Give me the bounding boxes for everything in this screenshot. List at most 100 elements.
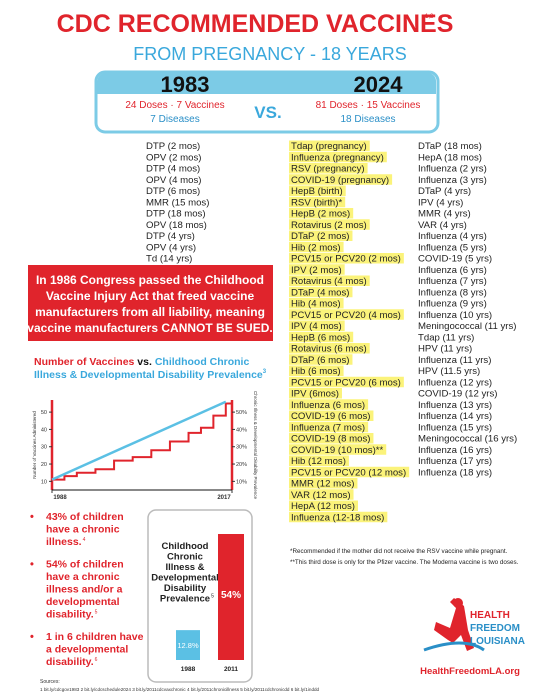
list-item: Influenza (10 yrs): [418, 310, 492, 321]
title: CDC RECOMMENDED VACCINES: [57, 10, 454, 38]
bar-category: 2011: [224, 666, 238, 673]
bar-title-line: Developmental: [151, 573, 219, 584]
list-item: IPV (4 yrs): [418, 197, 463, 208]
title-part: Number of Vaccines: [34, 356, 135, 368]
highlight: [289, 219, 370, 230]
highlight: [289, 196, 346, 208]
highlight: [289, 455, 349, 466]
bullet-line: developmental: [46, 596, 120, 608]
list-item: Rotavirus (6 mos): [291, 344, 367, 355]
list-item: IPV (6mos): [291, 389, 339, 400]
highlight: [289, 163, 368, 174]
list-item: Hib (2 mos): [291, 242, 341, 253]
list-item: Influenza (13 yrs): [418, 400, 492, 411]
list-item: COVID-19 (6 mos): [291, 411, 370, 422]
list-item: HepB (birth): [291, 186, 343, 197]
list-item: PCV15 or PCV20 (6 mos): [291, 377, 401, 388]
list-item: Influenza (9 yrs): [418, 299, 487, 310]
list-item: MMR (4 yrs): [418, 209, 471, 220]
list-item: OPV (2 mos): [146, 152, 201, 163]
sources-label: Sources:: [40, 679, 60, 685]
notice-line: In 1986 Congress passed the Childhood: [36, 273, 264, 287]
list-item: Influenza (8 yrs): [418, 287, 487, 298]
highlight: [289, 421, 369, 433]
right-diseases: 18 Diseases: [340, 114, 395, 125]
highlight: [289, 309, 404, 320]
highlight: [289, 185, 346, 196]
list-item: HPV (11.5 yrs): [418, 366, 480, 377]
bar-title-line: Illness &: [165, 562, 204, 573]
y2-tick-label: 30%: [236, 445, 247, 451]
bar-title-line: Prevalence: [160, 594, 210, 605]
list-item: DTaP (6 mos): [291, 355, 349, 366]
vaccine-lists: DTP (2 mos)OPV (2 mos)DTP (4 mos)OPV (4 …: [146, 140, 517, 523]
list-item: Tdap (11 yrs): [418, 332, 474, 343]
mini-chart-title: Number of Vaccines vs. Childhood Chronic: [34, 356, 249, 368]
list-item: PCV15 or PCV20 (2 mos): [291, 254, 401, 265]
highlight: [289, 253, 404, 264]
list-item: HepA (18 mos): [418, 152, 482, 163]
bullet-line: 54% of children: [46, 559, 124, 571]
list-item: Influenza (17 yrs): [418, 456, 492, 467]
bullet-line: have a chronic: [46, 524, 120, 536]
highlight: [289, 500, 358, 511]
bar: [218, 534, 244, 660]
bullet-dot: •: [30, 559, 34, 571]
bullet-line: 43% of children: [46, 511, 124, 523]
list-item: DTP (2 mos): [146, 141, 200, 152]
list-item: RSV (pregnancy): [291, 164, 365, 175]
list-item: DTaP (4 mos): [291, 287, 349, 298]
y-tick-label: 30: [41, 445, 47, 451]
bar-title-note: 5: [211, 594, 214, 600]
title-part: Childhood Chronic: [155, 356, 250, 368]
list-item: Influenza (6 mos): [291, 400, 365, 411]
list-item: Td (14 yrs): [146, 254, 192, 265]
highlight: [289, 433, 374, 444]
mini-chart: 10 20 30 40 50 10% 20% 30% 40% 50% 1988 2017 Number …: [32, 391, 258, 501]
bullet-line: illness and/or a: [46, 584, 123, 596]
list-item: DTaP (4 yrs): [418, 186, 471, 197]
list-item: OPV (4 mos): [146, 175, 201, 186]
bar: [176, 630, 200, 660]
logo-swoosh: [423, 641, 485, 652]
logo-line: FREEDOM: [470, 623, 520, 634]
y2-tick-label: 40%: [236, 427, 247, 433]
list-item: VAR (12 mos): [291, 490, 351, 501]
list-item: COVID-19 (10 mos)**: [291, 445, 383, 456]
title-note: 1,2: [425, 14, 434, 20]
highlight: [289, 388, 342, 399]
highlight: [289, 354, 353, 365]
y-tick-label: 20: [41, 462, 47, 468]
bullet-line: 1 in 6 children have: [46, 631, 144, 643]
y-tick-label: 40: [41, 427, 47, 433]
list-item: Influenza (15 yrs): [418, 422, 492, 433]
highlight: [289, 140, 370, 151]
highlight: [289, 286, 353, 298]
bar-category: 1988: [181, 666, 196, 673]
bar-value-label: 12.8%: [177, 641, 199, 650]
list-item: COVID-19 (8 mos): [291, 434, 370, 445]
bullet-dot: •: [30, 511, 34, 523]
list-item: DTaP (18 mos): [418, 141, 482, 152]
logo: [423, 598, 485, 652]
vs: VS.: [254, 103, 281, 122]
highlight: [289, 478, 358, 489]
y-tick-label: 10: [41, 479, 47, 485]
list-item: DTP (18 mos): [146, 209, 206, 220]
list-item: Influenza (pregnancy): [291, 152, 384, 163]
list-item: RSV (birth)*: [291, 197, 342, 208]
list-item: PCV15 or PCV20 (4 mos): [291, 310, 401, 321]
y2-tick-label: 20%: [236, 462, 247, 468]
bar-title-line: Chronic: [167, 552, 203, 563]
list-item: Influenza (14 yrs): [418, 411, 492, 422]
bullet-line: a developmental: [46, 644, 128, 656]
highlight: [289, 365, 344, 376]
list-item: Tdap (pregnancy): [291, 141, 367, 152]
list-item: HepA (12 mos): [291, 501, 355, 512]
highlight: [289, 151, 387, 163]
notice-line: Vaccine Injury Act that freed vaccine: [46, 289, 255, 303]
sources: 1 bit.ly/cdcgov1983 2 bit.ly/cdcschedule…: [40, 687, 320, 692]
